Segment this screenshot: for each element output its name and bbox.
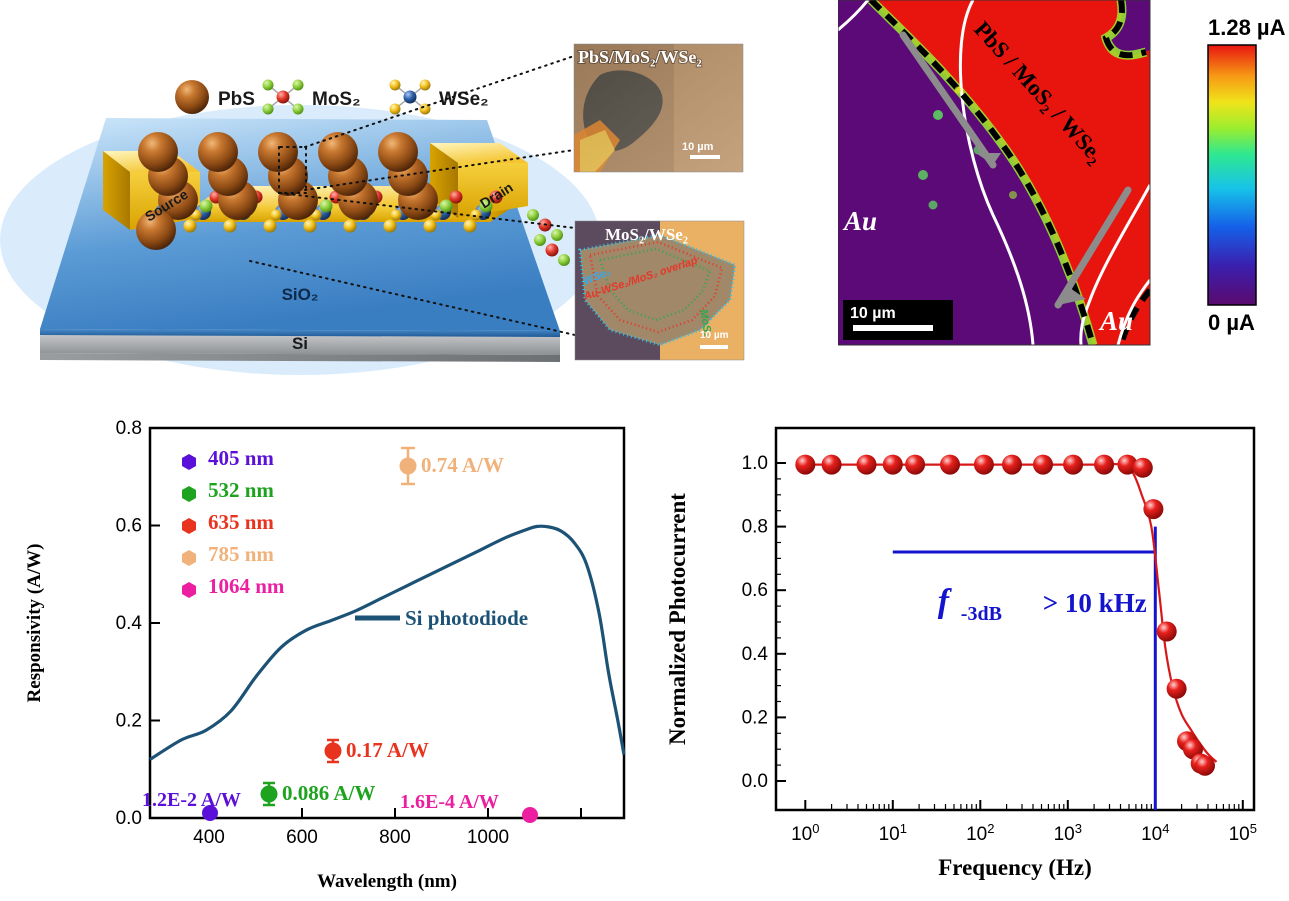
svg-text:MoS₂/WSe₂: MoS₂/WSe₂ [605,225,688,244]
svg-text:PbS/MoS₂/WSe₂: PbS/MoS₂/WSe₂ [578,47,702,67]
svg-text:0.4: 0.4 [742,644,769,665]
svg-text:1000: 1000 [467,827,509,848]
svg-text:0.0: 0.0 [116,808,142,829]
svg-text:101: 101 [879,821,907,846]
svg-text:Au: Au [1098,306,1133,336]
svg-text:0.086 A/W: 0.086 A/W [282,781,375,805]
svg-text:Responsivity (A/W): Responsivity (A/W) [24,544,45,703]
svg-text:0 µA: 0 µA [1208,310,1255,335]
svg-text:800: 800 [379,827,411,848]
svg-text:105: 105 [1229,821,1257,846]
svg-text:10 µm: 10 µm [682,141,714,153]
svg-text:635 nm: 635 nm [208,510,274,534]
svg-text:MoS₂: MoS₂ [312,89,361,110]
svg-text:1.6E-4 A/W: 1.6E-4 A/W [400,791,499,813]
svg-text:10 µm: 10 µm [700,330,729,341]
svg-text:> 10 kHz: > 10 kHz [1043,588,1147,618]
svg-text:10 µm: 10 µm [850,305,896,322]
svg-text:1.0: 1.0 [742,453,768,474]
svg-text:400: 400 [193,827,225,848]
svg-text:405 nm: 405 nm [208,446,274,470]
svg-text:f: f [938,583,953,620]
svg-text:Frequency (Hz): Frequency (Hz) [938,855,1092,880]
svg-text:0.17 A/W: 0.17 A/W [346,738,429,762]
svg-text:Au: Au [842,206,877,236]
svg-text:600: 600 [286,827,318,848]
svg-text:532 nm: 532 nm [208,478,274,502]
svg-text:0.4: 0.4 [116,613,143,634]
svg-text:0.8: 0.8 [116,418,142,439]
svg-text:0.0: 0.0 [742,771,768,792]
svg-text:0.2: 0.2 [742,707,768,728]
svg-text:104: 104 [1141,821,1169,846]
svg-text:SiO₂: SiO₂ [282,285,319,304]
svg-text:785 nm: 785 nm [208,542,274,566]
svg-text:1.2E-2 A/W: 1.2E-2 A/W [142,789,241,811]
svg-text:Normalized Photocurrent: Normalized Photocurrent [665,493,690,745]
svg-text:0.2: 0.2 [116,711,142,732]
svg-text:1064 nm: 1064 nm [208,574,285,598]
svg-text:Wavelength (nm): Wavelength (nm) [317,871,457,892]
svg-text:0.74 A/W: 0.74 A/W [421,453,504,477]
svg-text:0.8: 0.8 [742,517,768,538]
svg-text:-3dB: -3dB [961,603,1002,625]
svg-text:Si: Si [292,334,308,353]
svg-text:Si photodiode: Si photodiode [405,606,528,630]
svg-text:PbS: PbS [218,89,255,110]
svg-text:0.6: 0.6 [116,516,142,537]
svg-text:102: 102 [966,821,994,846]
svg-text:100: 100 [791,821,819,846]
svg-text:103: 103 [1054,821,1082,846]
svg-text:1.28 µA: 1.28 µA [1208,15,1286,40]
svg-text:0.6: 0.6 [742,580,768,601]
